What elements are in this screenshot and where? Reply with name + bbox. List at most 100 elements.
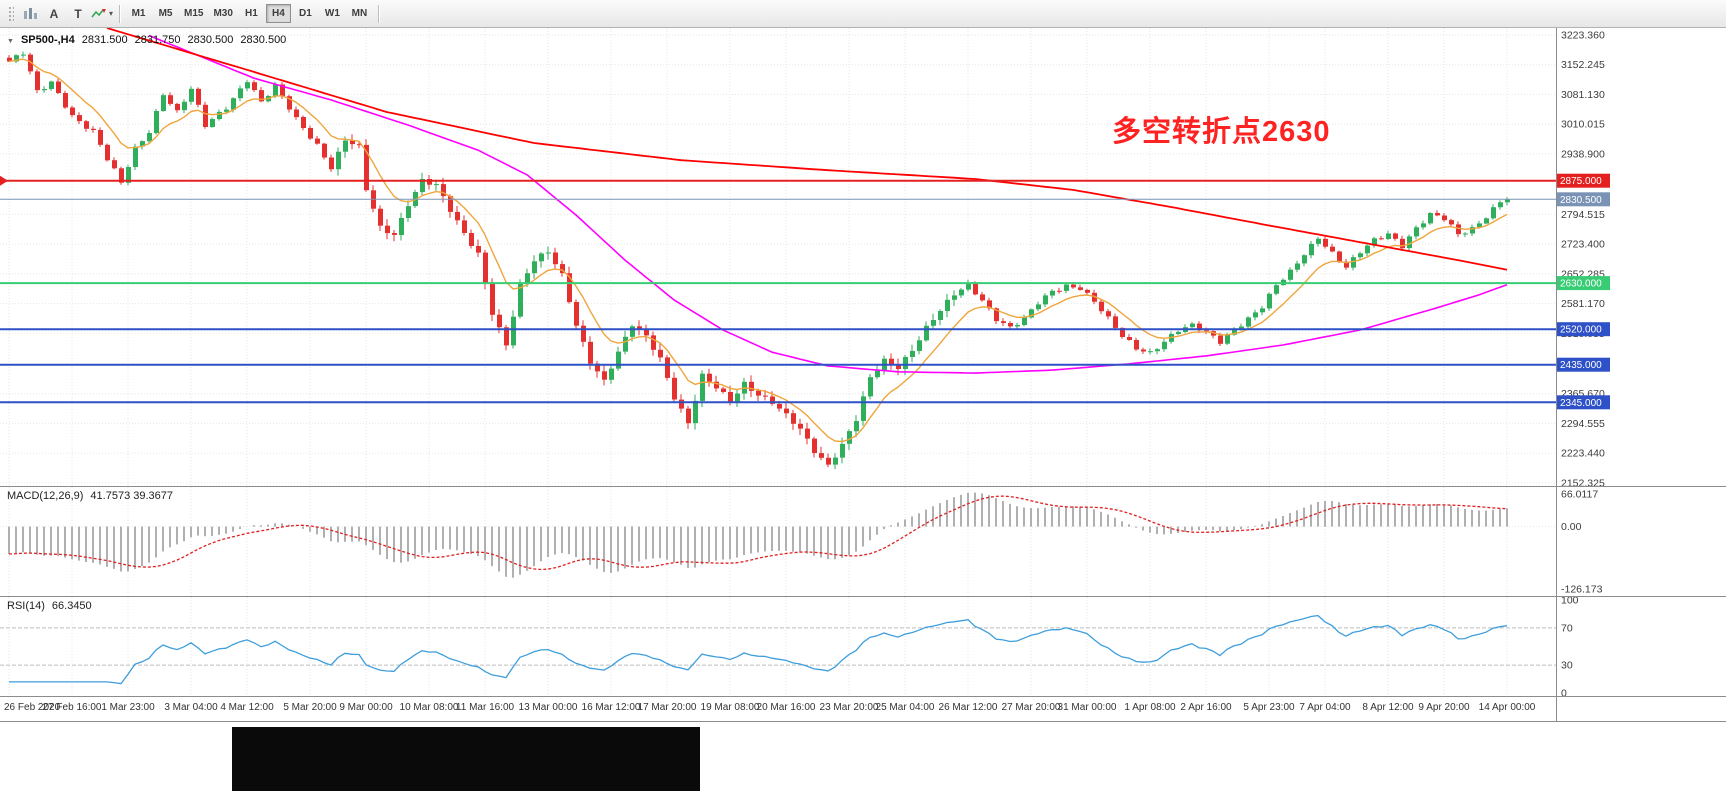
svg-text:2875.000: 2875.000 <box>1560 176 1602 187</box>
svg-text:2435.000: 2435.000 <box>1560 360 1602 371</box>
timeframe-button-d1[interactable]: D1 <box>299 8 312 19</box>
horizontal-level-lines[interactable] <box>0 175 1556 404</box>
time-axis-label: 7 Apr 04:00 <box>1299 702 1351 713</box>
rsi-level-lines <box>0 627 1556 666</box>
svg-text:2723.400: 2723.400 <box>1561 239 1605 251</box>
rsi-axis-labels: 100 70 30 0 <box>1561 597 1579 696</box>
quote-low: 2830.500 <box>187 34 234 46</box>
svg-text:2294.555: 2294.555 <box>1561 418 1605 430</box>
time-axis-label: 16 Mar 12:00 <box>581 702 641 713</box>
text-tool-button[interactable]: T <box>74 6 82 21</box>
timeframe-button-m15[interactable]: M15 <box>184 8 204 19</box>
timeframe-button-w1[interactable]: W1 <box>324 8 340 19</box>
time-axis-label: 17 Mar 20:00 <box>637 702 697 713</box>
chart-bars-icon[interactable] <box>19 4 41 24</box>
quote-close: 2830.500 <box>240 34 287 46</box>
time-axis-label: 27 Feb 16:00 <box>42 702 102 713</box>
quote-high: 2831.750 <box>134 34 181 46</box>
taskbar-fragment <box>232 727 700 791</box>
svg-text:100: 100 <box>1561 597 1579 607</box>
timeframe-button-m30[interactable]: M30 <box>213 8 233 19</box>
time-axis-label: 27 Mar 20:00 <box>1001 702 1061 713</box>
macd-header: MACD(12,26,9) 41.7573 39.3677 <box>7 490 173 502</box>
svg-text:2152.325: 2152.325 <box>1561 477 1605 486</box>
price-axis-labels: 3223.360 3152.245 3081.130 3010.015 2938.900… <box>1561 30 1605 487</box>
time-axis-label: 4 Mar 12:00 <box>220 702 274 713</box>
macd-pane[interactable]: 66.0117 0.00 -126.173 MACD(12,26,9) 41.757… <box>0 486 1726 596</box>
timeframe-button-h4[interactable]: H4 <box>265 4 291 23</box>
svg-text:2581.170: 2581.170 <box>1561 298 1605 310</box>
macd-histogram <box>8 492 1508 578</box>
symbol-collapse-icon[interactable]: ▼ <box>7 38 14 45</box>
time-axis-label: 5 Mar 20:00 <box>283 702 337 713</box>
time-axis-label: 23 Mar 20:00 <box>819 702 879 713</box>
rsi-value: 66.3450 <box>51 600 92 612</box>
main-chart-canvas[interactable]: 3223.360 3152.245 3081.130 3010.015 2938.900… <box>0 28 1726 486</box>
time-axis-label: 10 Mar 08:00 <box>399 702 459 713</box>
time-axis-label: 3 Mar 04:00 <box>164 702 218 713</box>
timeframe-button-m5[interactable]: M5 <box>158 8 173 19</box>
svg-text:2223.440: 2223.440 <box>1561 448 1605 460</box>
svg-text:70: 70 <box>1561 622 1573 634</box>
macd-axis-labels: 66.0117 0.00 -126.173 <box>1561 488 1603 595</box>
objects-tool-button[interactable]: ▾ <box>91 4 113 24</box>
time-axis-label: 26 Mar 12:00 <box>938 702 998 713</box>
time-axis[interactable]: 26 Feb 2020 27 Feb 16:00 1 Mar 23:00 3 Mar … <box>0 696 1726 722</box>
svg-text:3223.360: 3223.360 <box>1561 30 1605 42</box>
rsi-grid <box>8 597 1508 696</box>
rsi-header: RSI(14) 66.3450 <box>7 600 92 612</box>
time-axis-label: 20 Mar 16:00 <box>756 702 816 713</box>
time-axis-label: 25 Mar 04:00 <box>875 702 935 713</box>
price-tags: 2875.000 2830.500 2630.000 2520.000 2435.000… <box>1557 173 1610 410</box>
time-axis-label: 14 Apr 00:00 <box>1478 702 1536 713</box>
svg-text:66.0117: 66.0117 <box>1561 488 1598 500</box>
quote-open: 2831.500 <box>81 34 128 46</box>
timeframe-buttons: M1 M5 M15 M30 H1 H4 D1 W1 MN <box>125 4 373 23</box>
candlestick-series <box>7 51 1510 470</box>
ma-fast-line <box>8 58 1508 443</box>
toolbar: A T ▾ M1 M5 M15 M30 H1 H4 D1 W1 MN <box>0 0 1726 28</box>
svg-text:3152.245: 3152.245 <box>1561 59 1605 71</box>
time-axis-label: 13 Mar 00:00 <box>518 702 578 713</box>
cursor-tool-button[interactable]: A <box>49 6 59 21</box>
svg-text:0: 0 <box>1561 688 1567 697</box>
timeframe-button-mn[interactable]: MN <box>351 8 368 19</box>
svg-text:3010.015: 3010.015 <box>1561 119 1605 131</box>
svg-text:2938.900: 2938.900 <box>1561 148 1605 160</box>
time-axis-label: 11 Mar 16:00 <box>455 702 515 713</box>
time-axis-label: 5 Apr 23:00 <box>1243 702 1295 713</box>
chart-grid <box>0 28 1556 486</box>
macd-values: 41.7573 39.3677 <box>90 490 174 502</box>
svg-text:2630.000: 2630.000 <box>1560 279 1602 290</box>
time-axis-label: 9 Apr 20:00 <box>1418 702 1470 713</box>
time-axis-label: 31 Mar 00:00 <box>1057 702 1117 713</box>
timeframe-button-m1[interactable]: M1 <box>131 8 146 19</box>
svg-text:3081.130: 3081.130 <box>1561 89 1605 101</box>
annotation-text[interactable]: 多空转折点2630 <box>1112 116 1331 148</box>
bottom-strip <box>0 722 1726 795</box>
rsi-pane[interactable]: 100 70 30 0 RSI(14) 66.3450 <box>0 596 1726 696</box>
svg-text:0.00: 0.00 <box>1561 521 1582 533</box>
svg-text:2830.500: 2830.500 <box>1560 195 1602 206</box>
svg-text:-126.173: -126.173 <box>1561 584 1603 596</box>
time-axis-label: 26 Feb 2020 <box>4 702 61 713</box>
time-axis-label: 1 Mar 23:00 <box>101 702 155 713</box>
ma-slow-line <box>106 28 1508 271</box>
chart-bars-icon-glyph <box>23 8 37 19</box>
dropdown-caret-icon: ▾ <box>109 9 114 18</box>
toolbar-drag-handle[interactable] <box>8 5 14 22</box>
zigzag-arrows-icon <box>91 8 106 17</box>
macd-canvas[interactable]: 66.0117 0.00 -126.173 <box>0 487 1726 596</box>
time-axis-label: 1 Apr 08:00 <box>1124 702 1176 713</box>
svg-text:2520.000: 2520.000 <box>1560 325 1602 336</box>
macd-signal-line <box>8 495 1508 571</box>
toolbar-separator <box>119 4 121 23</box>
rsi-title: RSI(14) <box>7 600 45 612</box>
time-axis-label: 2 Apr 16:00 <box>1180 702 1232 713</box>
rsi-line <box>9 614 1508 685</box>
time-axis-label: 9 Mar 00:00 <box>339 702 393 713</box>
rsi-canvas[interactable]: 100 70 30 0 <box>0 597 1726 696</box>
timeframe-button-h1[interactable]: H1 <box>245 8 258 19</box>
main-chart-pane[interactable]: 3223.360 3152.245 3081.130 3010.015 2938.900… <box>0 28 1726 486</box>
symbol-label: SP500-,H4 <box>20 34 75 46</box>
